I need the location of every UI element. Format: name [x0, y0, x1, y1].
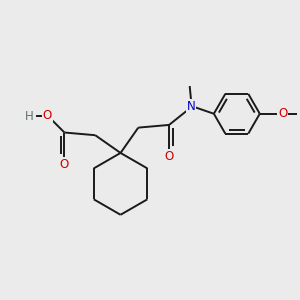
Text: O: O: [43, 109, 52, 122]
Text: H: H: [25, 110, 34, 123]
Text: O: O: [60, 158, 69, 170]
Text: O: O: [278, 107, 287, 120]
Text: N: N: [187, 100, 196, 112]
Text: O: O: [164, 150, 174, 163]
